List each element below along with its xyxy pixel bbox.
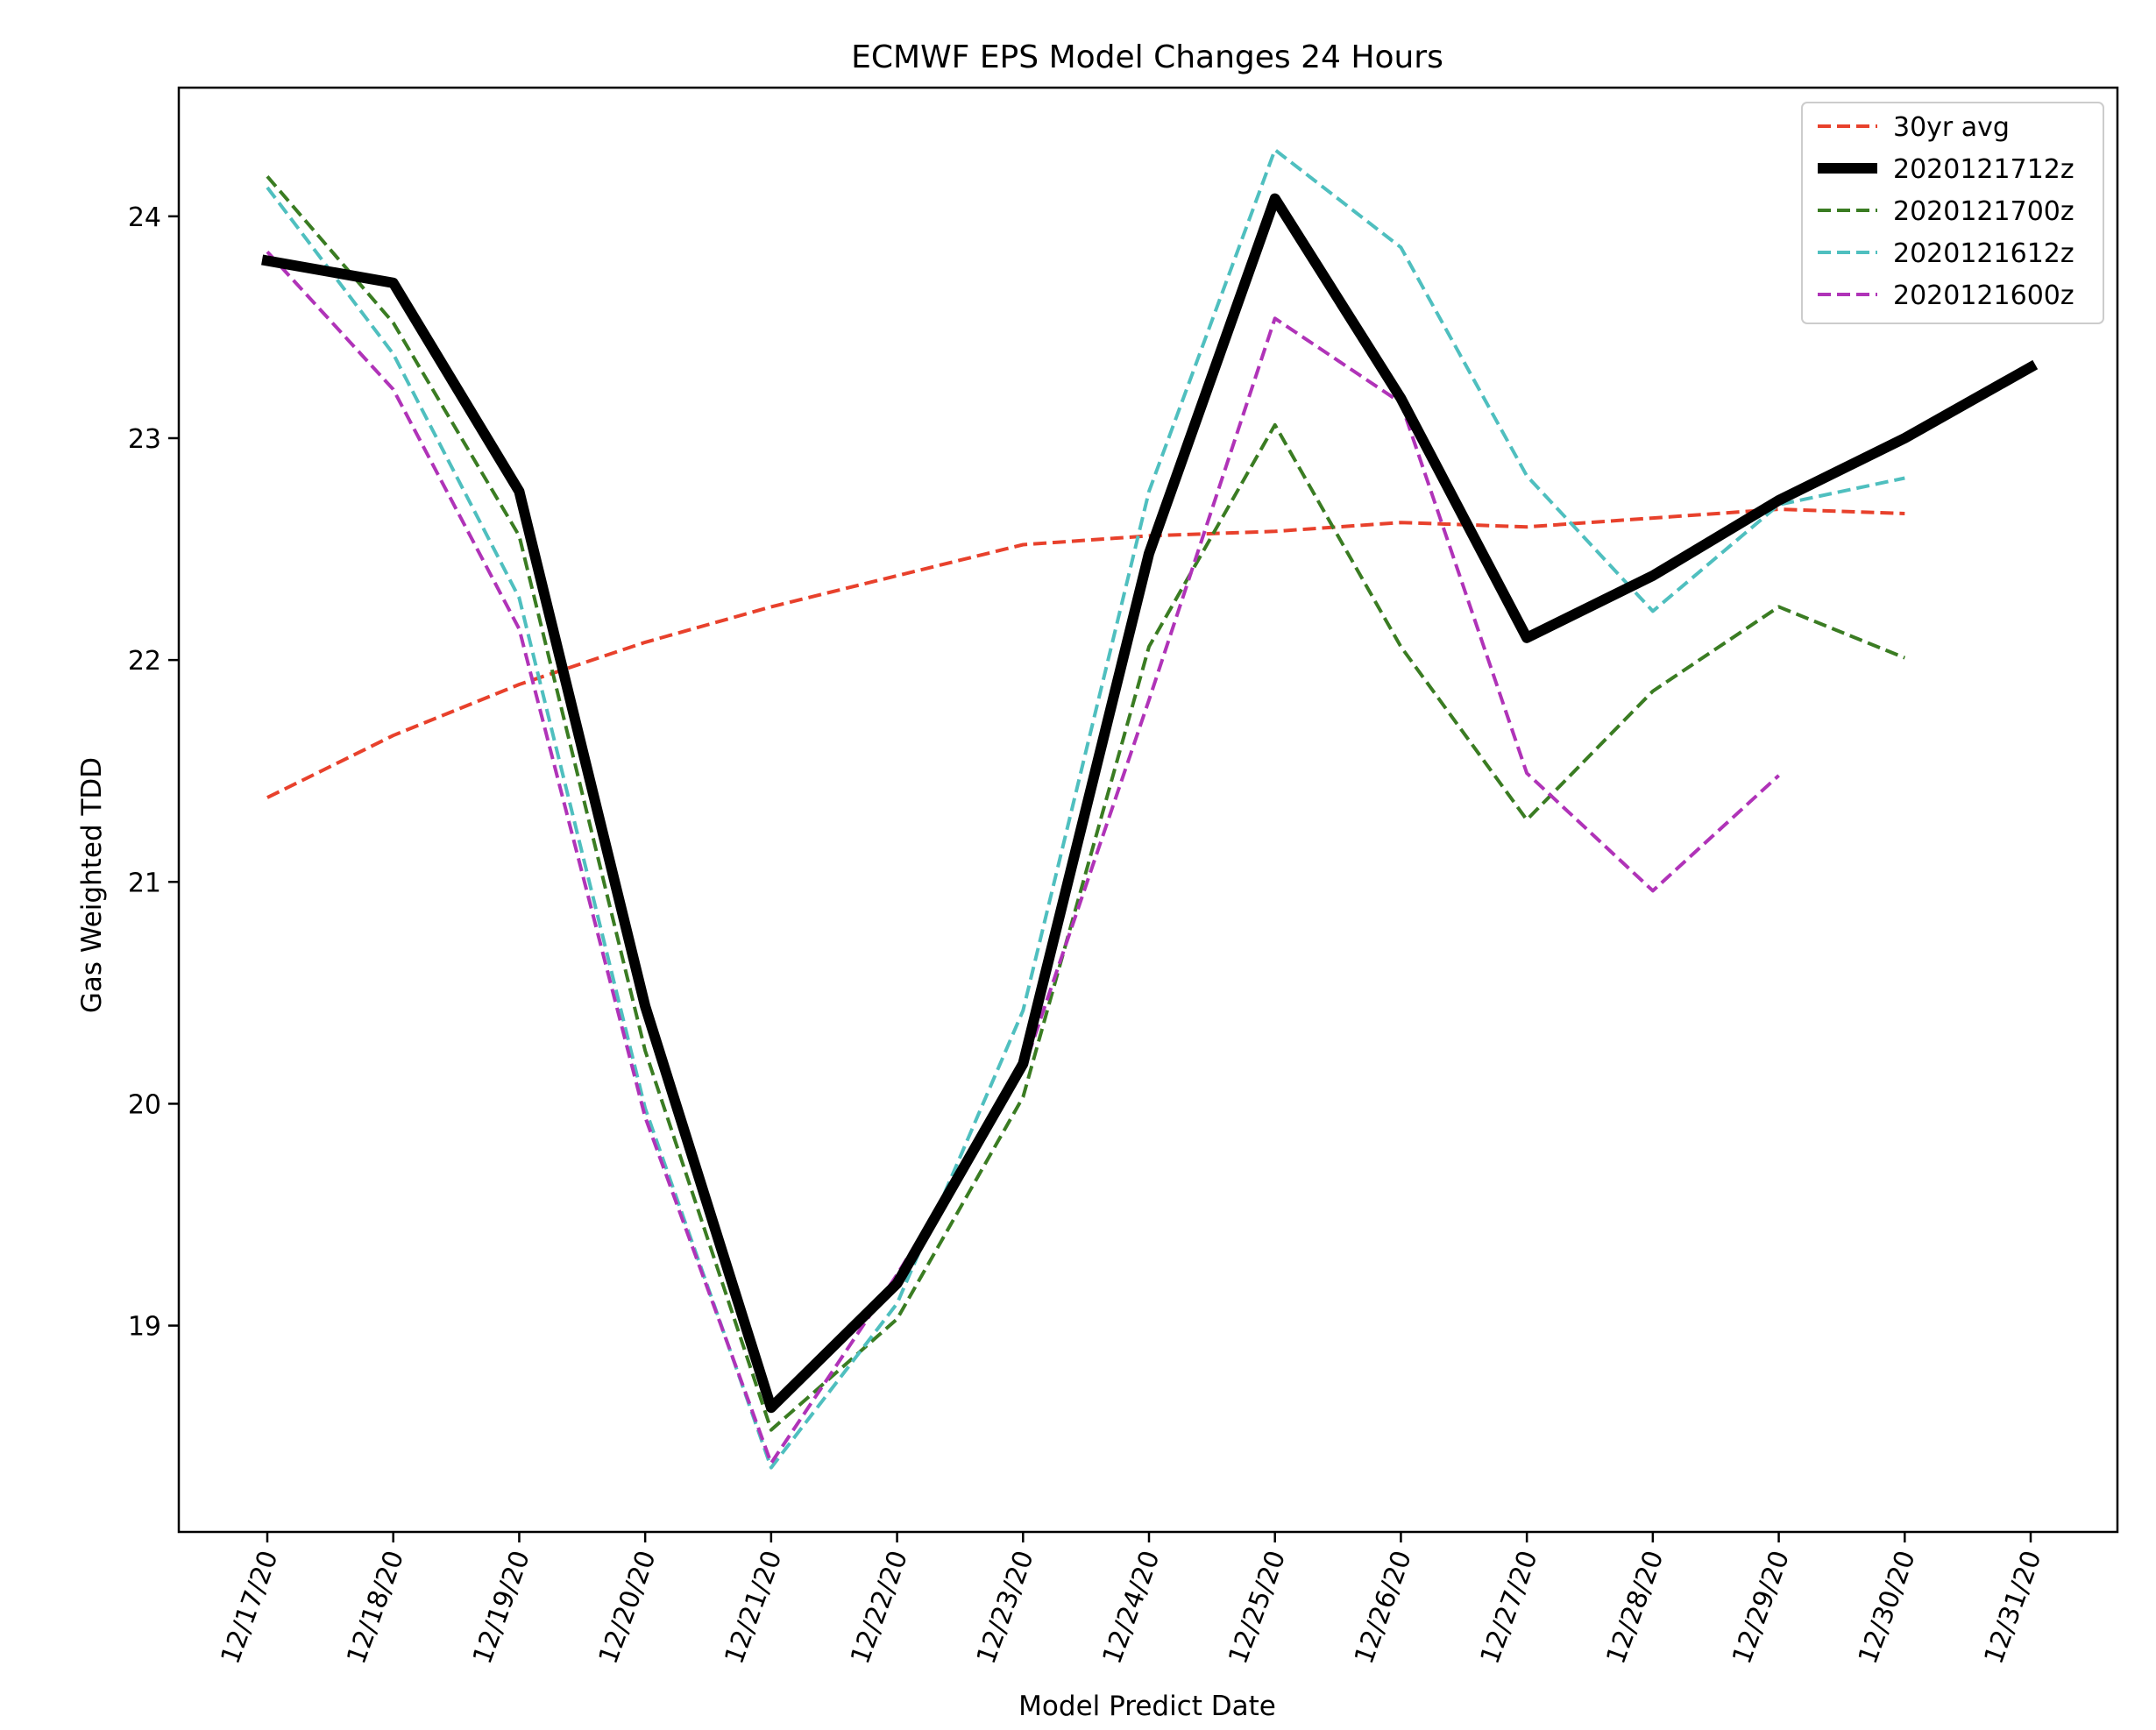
y-tick-label: 24 [128, 202, 161, 233]
plot-lines [261, 147, 2039, 1470]
series-line-2020121700z [266, 174, 1906, 1432]
legend-label: 2020121600z [1893, 280, 2074, 311]
legend-label: 2020121612z [1893, 238, 2074, 269]
x-axis-label: Model Predict Date [1018, 1691, 1276, 1722]
plot-area-frame [177, 86, 2119, 1534]
chart-title: ECMWF EPS Model Changes 24 Hours [851, 39, 1443, 75]
legend-label: 2020121712z [1893, 154, 2074, 185]
legend-label: 30yr avg [1893, 112, 2010, 143]
y-tick-label: 23 [128, 424, 161, 455]
y-tick-label: 21 [128, 868, 161, 898]
y-axis-label: Gas Weighted TDD [76, 757, 108, 1013]
y-axis-ticks: 19 20 21 22 23 24 [128, 202, 179, 1343]
y-tick-label: 19 [128, 1312, 161, 1343]
legend-box [1801, 102, 2104, 324]
series-line-2020121612z [266, 147, 1905, 1470]
y-tick-label: 20 [128, 1089, 161, 1120]
y-tick-label: 22 [128, 646, 161, 677]
legend: 30yr avg 2020121712z 2020121700z 2020121612… [1801, 102, 2104, 324]
legend-label: 2020121700z [1893, 196, 2074, 227]
series-line-2020121712z [261, 193, 2039, 1414]
